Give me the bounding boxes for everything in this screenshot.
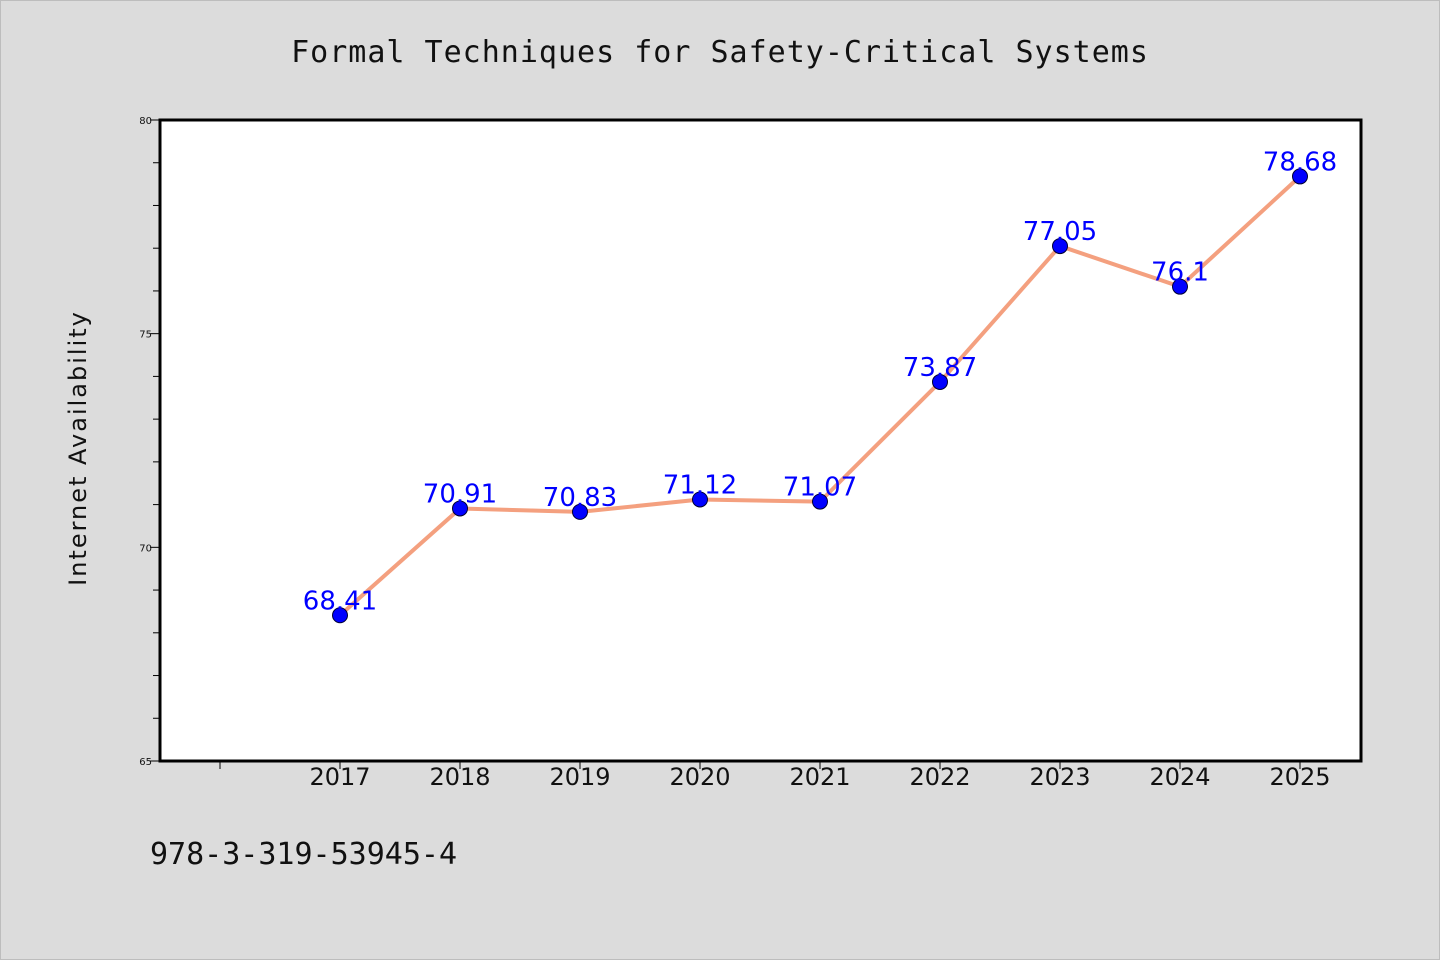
isbn-footer: 978-3-319-53945-4 [150, 837, 457, 872]
data-point [572, 503, 588, 520]
y-tick-label: 75 [139, 330, 152, 341]
data-label: 73.87 [903, 353, 977, 383]
x-tick-label: 2023 [1029, 763, 1090, 791]
data-label: 76.1 [1151, 258, 1209, 288]
x-axis-ticks: 2017 2018 2019 2020 2021 2022 2023 2024 2025 [309, 763, 1330, 791]
y-tick-label: 65 [139, 757, 152, 768]
data-labels: 68.41 70.91 70.83 71.12 71.07 73.87 77.05 76.1 7… [303, 147, 1337, 616]
data-label: 78.68 [1263, 147, 1337, 177]
x-tick-label: 2020 [669, 763, 730, 791]
data-label: 68.41 [303, 586, 377, 616]
data-point [692, 491, 708, 508]
plot-area [158, 118, 1363, 763]
data-label: 70.83 [543, 483, 617, 513]
axis-ticks [150, 119, 1301, 769]
data-point [332, 607, 348, 624]
y-axis-label: Internet Availability [64, 310, 92, 586]
y-tick-label: 70 [139, 543, 152, 554]
data-point [932, 373, 948, 390]
data-point [1052, 238, 1068, 255]
x-tick-label: 2025 [1269, 763, 1330, 791]
y-tick-label: 80 [139, 116, 152, 127]
data-label: 77.05 [1023, 217, 1097, 247]
data-label: 70.91 [423, 479, 497, 509]
data-point [1292, 168, 1308, 185]
data-point [812, 493, 828, 510]
data-point [452, 500, 468, 517]
series-group [332, 168, 1308, 624]
x-tick-label: 2021 [789, 763, 850, 791]
data-point [1172, 278, 1188, 295]
x-tick-label: 2024 [1149, 763, 1210, 791]
data-label: 71.12 [663, 470, 737, 500]
chart-title: Formal Techniques for Safety-Critical Sy… [291, 35, 1149, 70]
x-tick-label: 2022 [909, 763, 970, 791]
y-axis-ticks: 65 70 75 80 [139, 116, 152, 768]
x-tick-label: 2018 [429, 763, 490, 791]
data-label: 71.07 [783, 473, 857, 503]
x-tick-label: 2019 [549, 763, 610, 791]
x-tick-label: 2017 [309, 763, 370, 791]
